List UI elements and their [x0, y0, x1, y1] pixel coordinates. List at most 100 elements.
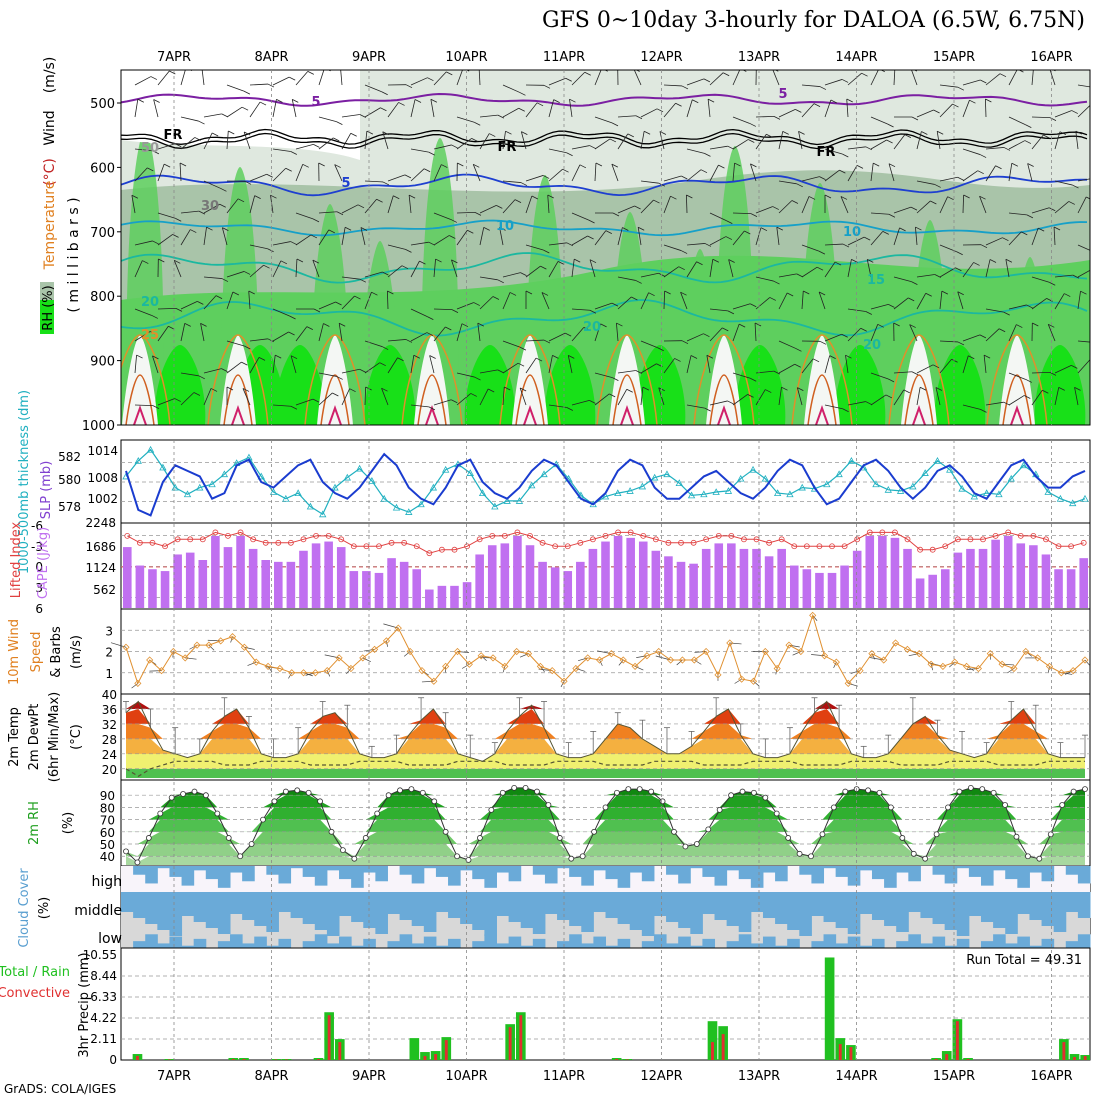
- wind-barb-feather: [808, 196, 816, 200]
- precip-tick-label: 10.55: [83, 948, 117, 962]
- wind-barb-feather: [381, 91, 388, 96]
- wind-barb-feather: [589, 259, 597, 264]
- wind-barb: [326, 670, 331, 677]
- wind-barb: [709, 145, 728, 150]
- dewpt2m-label: 2m DewPt: [27, 704, 42, 771]
- wind-barb: [403, 651, 411, 657]
- wind-barb: [272, 241, 291, 246]
- cloud-high-bar: [242, 866, 255, 882]
- cloud-high-bar: [399, 866, 413, 875]
- temp-contour-30: [807, 374, 837, 425]
- thickness-marker: [466, 469, 474, 476]
- wind-barb: [1031, 134, 1044, 150]
- wind-barb-feather: [547, 194, 554, 199]
- wind-barb: [134, 76, 152, 86]
- wind-barb-feather: [863, 236, 871, 241]
- cloud-high-bar: [980, 866, 994, 886]
- thickness-marker: [1081, 494, 1089, 502]
- wind-marker: [714, 671, 722, 679]
- contour-label: 5: [341, 176, 350, 191]
- wind-barb: [755, 389, 766, 406]
- wind-barb: [1054, 201, 1070, 214]
- cloud-high-bar: [326, 866, 340, 871]
- cloud-low-bar: [169, 936, 183, 948]
- wind-barb: [520, 131, 527, 150]
- wind-barb-feather: [1053, 226, 1061, 231]
- rh-marker: [442, 828, 449, 835]
- thickness-marker: [343, 473, 351, 481]
- thickness-marker: [282, 494, 290, 502]
- wind-marker: [477, 652, 485, 660]
- thickness-marker: [368, 477, 376, 484]
- wind-barb-feather: [451, 259, 458, 264]
- wind-barb-feather: [172, 234, 179, 238]
- wind-barb: [410, 332, 428, 342]
- cloud-high-bar: [193, 866, 207, 871]
- wind-barb: [709, 212, 727, 221]
- wind-barb: [479, 205, 497, 214]
- wind-barb: [226, 106, 243, 118]
- date-label-bottom: 16APR: [1030, 1069, 1072, 1084]
- wind-barb: [659, 131, 665, 150]
- wind-barb-feather: [818, 291, 826, 296]
- wind-barb-feather: [911, 281, 918, 286]
- wind-barb-feather: [726, 220, 733, 224]
- cloud-mid-bar: [423, 892, 437, 932]
- cloud-high-bar: [726, 866, 740, 871]
- cloud-high-bar: [605, 866, 619, 880]
- wind-marker: [915, 650, 923, 658]
- wind-barb: [1031, 116, 1051, 119]
- cloud-mid-bar: [799, 892, 812, 936]
- temp-contour-35: [815, 404, 829, 425]
- cape-bar: [752, 548, 761, 608]
- dry-cone: [609, 335, 645, 425]
- wind-barb-feather: [497, 114, 505, 119]
- li-marker: [753, 536, 760, 543]
- wind-barb: [456, 116, 475, 123]
- wind-barb-feather: [842, 243, 850, 248]
- wind-barb-feather: [861, 72, 868, 77]
- wind-barb: [1077, 84, 1090, 88]
- date-label-top: 12APR: [640, 50, 682, 65]
- wind-barb-feather: [244, 180, 252, 185]
- wind-barb: [226, 198, 239, 214]
- wind-marker: [667, 656, 675, 664]
- wind-marker: [311, 669, 319, 677]
- wind-barb: [1008, 116, 1026, 125]
- cloud-mid-bar: [811, 892, 825, 916]
- rh-marker: [271, 798, 278, 805]
- wind-barb: [732, 139, 749, 150]
- wind-barb-feather: [840, 196, 848, 200]
- wind-barb-feather: [153, 99, 160, 103]
- wind-barb: [203, 132, 213, 150]
- wind-barb: [456, 323, 463, 342]
- rh-marker: [682, 843, 689, 850]
- wind-barb-feather: [382, 181, 390, 186]
- thickness-marker: [146, 445, 155, 453]
- cloud-low-bar: [230, 934, 243, 948]
- temp-contour-minus5: [121, 92, 1088, 107]
- cloud-high-bar: [1005, 866, 1018, 880]
- wind-barb: [916, 200, 931, 214]
- thickness-marker: [331, 483, 339, 491]
- wind-barb: [341, 276, 360, 280]
- wind-barb: [226, 84, 245, 92]
- rh-marker: [340, 847, 346, 854]
- thickness-marker: [773, 489, 782, 497]
- cloud-low-bar: [448, 938, 461, 948]
- wind-marker: [157, 667, 166, 675]
- cloud-low-bar: [775, 945, 788, 948]
- wind-barb: [709, 236, 727, 246]
- wind10m-label: 10m Wind: [7, 619, 22, 685]
- wind-barb-feather: [467, 229, 474, 234]
- wind-barb-feather: [933, 109, 940, 114]
- cloud-low-bar: [508, 936, 522, 948]
- wind-barb-feather: [241, 361, 248, 366]
- precip-conv-bar: [519, 1015, 523, 1060]
- wind-barb: [870, 70, 879, 86]
- wind-barb: [1031, 298, 1047, 310]
- wind-barb: [801, 196, 810, 214]
- wind-barb: [939, 84, 958, 88]
- wind-barb-feather: [290, 151, 298, 155]
- wind-barb: [636, 655, 647, 658]
